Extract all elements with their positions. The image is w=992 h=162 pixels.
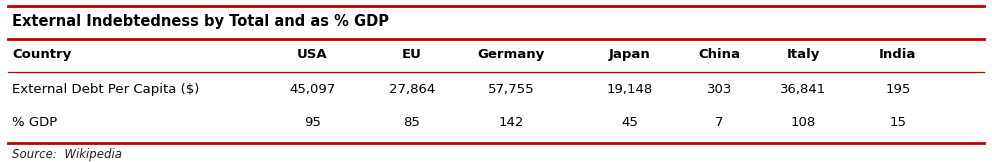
Text: China: China — [698, 48, 740, 61]
Text: 7: 7 — [715, 116, 723, 129]
Text: 57,755: 57,755 — [487, 83, 535, 96]
Text: Germany: Germany — [477, 48, 545, 61]
Text: 85: 85 — [403, 116, 421, 129]
Text: External Debt Per Capita ($): External Debt Per Capita ($) — [12, 83, 199, 96]
Text: India: India — [879, 48, 917, 61]
Text: 15: 15 — [889, 116, 907, 129]
Text: 19,148: 19,148 — [607, 83, 653, 96]
Text: External Indebtedness by Total and as % GDP: External Indebtedness by Total and as % … — [12, 14, 389, 29]
Text: 108: 108 — [791, 116, 816, 129]
Text: 95: 95 — [304, 116, 321, 129]
Text: 142: 142 — [498, 116, 524, 129]
Text: Source:  Wikipedia: Source: Wikipedia — [12, 148, 122, 161]
Text: 27,864: 27,864 — [389, 83, 434, 96]
Text: 36,841: 36,841 — [781, 83, 826, 96]
Text: Italy: Italy — [787, 48, 820, 61]
Text: 303: 303 — [706, 83, 732, 96]
Text: EU: EU — [402, 48, 422, 61]
Text: 45: 45 — [621, 116, 639, 129]
Text: % GDP: % GDP — [12, 116, 58, 129]
Text: USA: USA — [298, 48, 327, 61]
Text: Japan: Japan — [609, 48, 651, 61]
Text: Country: Country — [12, 48, 71, 61]
Text: 45,097: 45,097 — [290, 83, 335, 96]
Text: 195: 195 — [885, 83, 911, 96]
